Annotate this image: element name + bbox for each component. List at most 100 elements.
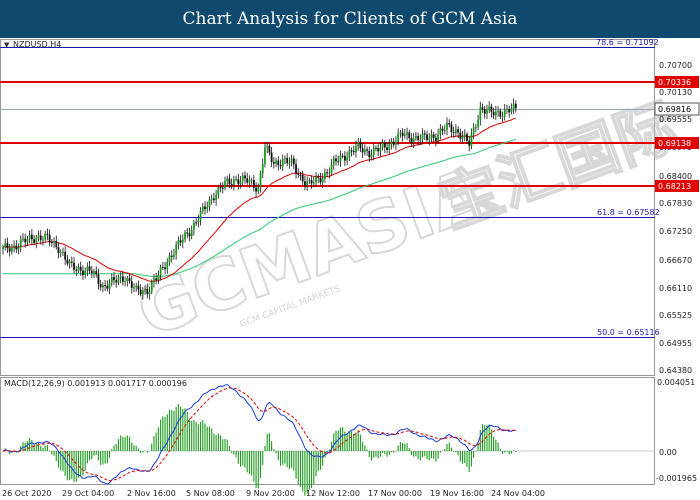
candle-body <box>450 124 453 133</box>
candle-body <box>201 206 204 212</box>
ma-slow-line <box>3 138 516 277</box>
candle-body <box>257 187 260 192</box>
candle-body <box>375 147 377 149</box>
support-tag-text: 0.68213 <box>658 182 691 191</box>
candle-body <box>104 285 107 287</box>
candle-body <box>199 211 202 221</box>
candle-body <box>44 233 47 240</box>
candle-body <box>244 175 246 179</box>
candle-body <box>299 174 302 176</box>
candle-body <box>19 239 22 248</box>
candle-body <box>106 285 109 289</box>
candle-body <box>506 108 508 110</box>
candle-body <box>366 149 368 151</box>
candle-body <box>343 155 346 161</box>
candle-body <box>290 158 293 163</box>
candle-body <box>403 134 406 137</box>
candle-body <box>301 174 304 182</box>
candle-body <box>68 261 71 264</box>
candle-body <box>57 247 60 254</box>
candle-body <box>454 129 457 133</box>
candle-body <box>110 277 113 283</box>
candle-body <box>190 229 193 237</box>
candle-body <box>232 179 235 185</box>
candle-body <box>401 132 404 137</box>
candle-body <box>250 179 253 181</box>
candle-body <box>99 284 102 288</box>
candle-body <box>159 266 162 276</box>
candle-body <box>64 251 67 260</box>
ma-fast-layer <box>2 117 516 282</box>
candle-body <box>139 289 142 295</box>
candle-body <box>292 158 295 165</box>
candle-body <box>508 108 511 113</box>
price-tick: 0.66110 <box>659 284 692 293</box>
candle-body <box>239 181 242 185</box>
price-panel <box>0 39 655 376</box>
candle-body <box>137 285 140 290</box>
candle-body <box>270 152 273 162</box>
candle-body <box>217 187 220 195</box>
candle-body <box>319 177 322 183</box>
candle-body <box>381 142 384 148</box>
candle-body <box>295 164 297 174</box>
candle-body <box>53 241 55 243</box>
fibonacci-levels: 78.6 = 0.71092 61.8 = 0.67582 50.0 = 0.6… <box>0 38 660 338</box>
candle-body <box>279 165 282 167</box>
candle-body <box>10 246 13 252</box>
candle-body <box>117 277 120 283</box>
macd-lines-layer <box>2 383 516 485</box>
candle-body <box>193 222 195 230</box>
candle-body <box>472 127 475 135</box>
candle-body <box>477 119 479 127</box>
candle-body <box>204 206 206 210</box>
candle-body <box>332 158 335 165</box>
candle-body <box>399 132 402 134</box>
macd-title: MACD(12,26,9) 0.001913 0.001717 0.000196 <box>4 379 187 388</box>
candle-body <box>46 233 49 235</box>
candle-body <box>150 282 153 292</box>
candle-body <box>448 122 451 125</box>
candle-body <box>173 254 175 257</box>
candle-body <box>499 110 502 117</box>
candle-body <box>406 132 408 135</box>
time-tick: 5 Nov 08:00 <box>186 489 235 498</box>
macd-tick: 0.004051 <box>657 378 695 387</box>
candle-body <box>208 199 211 207</box>
candle-body <box>59 251 62 254</box>
candle-body <box>377 148 380 152</box>
candle-body <box>352 150 355 153</box>
candle-body <box>170 255 173 257</box>
candle-body <box>490 106 493 112</box>
candle-body <box>126 278 129 282</box>
candle-body <box>130 281 133 288</box>
candle-body <box>337 161 340 163</box>
candle-body <box>363 149 366 153</box>
time-tick: 12 Nov 12:00 <box>306 489 360 498</box>
candle-body <box>90 270 93 274</box>
candle-body <box>15 245 18 250</box>
candle-body <box>73 262 75 270</box>
candle-body <box>26 238 29 243</box>
candle-body <box>166 262 169 270</box>
signal-line <box>2 387 516 482</box>
macd-tick: -0.001965 <box>656 474 697 483</box>
candle-body <box>42 239 44 241</box>
current-price-tag-text: 0.69816 <box>658 105 691 114</box>
candle-body <box>128 278 131 282</box>
candle-body <box>164 267 166 270</box>
candle-body <box>268 145 271 153</box>
price-tick: 0.70130 <box>659 88 692 97</box>
candle-body <box>288 162 291 164</box>
resistance-tag-text: 0.70336 <box>658 78 691 87</box>
candle-body <box>75 269 78 271</box>
price-tick: 0.64380 <box>659 366 692 375</box>
time-axis: 26 Oct 2020 29 Oct 04:00 2 Nov 16:00 5 N… <box>2 489 545 498</box>
candle-body <box>312 182 315 184</box>
fib-label-786: 78.6 = 0.71092 <box>596 38 659 47</box>
candle-body <box>213 198 215 201</box>
symbol-arrow: ▼ <box>4 41 10 49</box>
macd-panel <box>0 377 655 485</box>
candle-body <box>415 135 417 139</box>
